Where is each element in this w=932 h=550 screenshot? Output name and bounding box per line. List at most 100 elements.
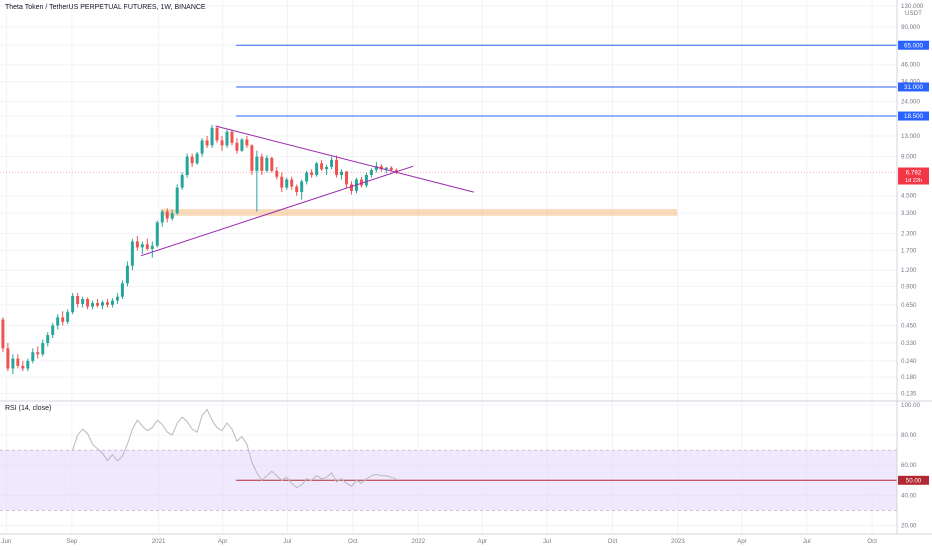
candle — [150, 241, 154, 258]
candle-body — [125, 265, 129, 284]
candle — [1, 317, 5, 353]
candle — [260, 153, 264, 175]
candle-body — [200, 140, 204, 154]
candle — [270, 156, 274, 173]
rsi-tick-label: 20.00 — [901, 522, 917, 529]
price-tick-label: 0.180 — [901, 374, 917, 381]
candle — [41, 339, 45, 357]
candle — [205, 135, 209, 148]
candle-body — [349, 184, 353, 191]
price-tick-label: 46.000 — [901, 62, 920, 69]
price-tick-label: 0.450 — [901, 323, 917, 330]
candle — [285, 177, 289, 190]
candle-body — [46, 335, 50, 343]
candle — [96, 299, 100, 308]
candle-body — [345, 171, 348, 185]
candle — [349, 181, 353, 195]
candle-body — [295, 186, 299, 193]
price-tick-label: 9.000 — [901, 154, 917, 161]
candles — [1, 124, 398, 375]
candle — [300, 179, 304, 200]
price-tick-label: 130.000 — [901, 3, 924, 10]
candle-body — [160, 211, 164, 223]
time-tick-label: Jul — [803, 538, 811, 545]
candle — [165, 208, 169, 223]
candle-body — [26, 360, 30, 369]
candle-body — [96, 303, 100, 306]
candle — [290, 176, 294, 190]
candle-body — [31, 352, 35, 361]
candle — [170, 209, 174, 221]
candle-body — [364, 174, 368, 186]
candle — [185, 153, 189, 178]
candle — [11, 354, 15, 375]
level-price-tag: 31.000 — [898, 82, 929, 92]
candle-body — [76, 295, 80, 304]
time-tick-label: Oct — [867, 538, 877, 545]
level-price-tag-bg — [898, 40, 929, 50]
price-tick-label: 4.500 — [901, 193, 917, 200]
chart-title: Theta Token / TetherUS PERPETUAL FUTURES… — [5, 4, 206, 11]
candle-body — [36, 352, 40, 355]
candle-body — [41, 342, 45, 355]
candle — [245, 135, 249, 148]
rsi-tick-label: 100.00 — [901, 402, 920, 409]
level-price-tag-bg — [898, 111, 929, 121]
horizontal-levels — [236, 44, 897, 117]
candle — [330, 156, 334, 170]
candle — [110, 298, 114, 308]
candle — [240, 138, 244, 152]
time-tick-label: Jul — [543, 538, 551, 545]
time-tick-label: Jul — [283, 538, 291, 545]
candle — [46, 332, 50, 347]
candle — [16, 354, 20, 369]
candle-body — [250, 145, 254, 171]
candle — [140, 241, 144, 255]
candle — [230, 129, 234, 146]
candle-body — [305, 172, 309, 182]
level-price-tag-text: 65.000 — [904, 42, 923, 49]
time-tick-label: Apr — [477, 538, 487, 545]
candle — [101, 300, 104, 310]
candle — [340, 169, 344, 180]
candle — [305, 170, 309, 185]
candle-body — [185, 156, 189, 175]
candle-body — [240, 139, 244, 151]
candle-body — [66, 312, 70, 322]
time-tick-label: Sep — [66, 538, 78, 545]
support-zone-rect — [160, 209, 678, 216]
candle — [130, 238, 134, 271]
candle-body — [150, 245, 154, 249]
time-tick-label: Apr — [218, 538, 228, 545]
candle-body — [325, 166, 329, 170]
candle-body — [330, 159, 334, 167]
candle-body — [245, 139, 249, 146]
candle-body — [71, 295, 75, 313]
candle — [61, 311, 65, 326]
level-price-tag: 18.500 — [898, 111, 929, 121]
price-tick-label: 13.000 — [901, 133, 920, 140]
candle-body — [86, 299, 90, 307]
time-tick-label: 2021 — [152, 538, 166, 545]
price-unit-label: USDT — [905, 10, 922, 17]
price-tick-label: 0.900 — [901, 283, 917, 290]
candle — [235, 138, 239, 154]
candle-body — [215, 127, 219, 141]
candle — [31, 348, 35, 364]
support-zone — [160, 209, 678, 216]
candle-body — [260, 156, 264, 171]
candle — [120, 280, 124, 300]
candle — [275, 166, 279, 180]
candle — [155, 220, 159, 248]
candle — [255, 150, 259, 212]
time-tick-label: Apr — [737, 538, 747, 545]
price-tick-label: 0.240 — [901, 358, 917, 365]
candle — [195, 151, 199, 165]
candle — [145, 238, 149, 251]
time-tick-label: 2022 — [411, 538, 425, 545]
candle — [359, 176, 363, 188]
candle-body — [320, 163, 324, 170]
